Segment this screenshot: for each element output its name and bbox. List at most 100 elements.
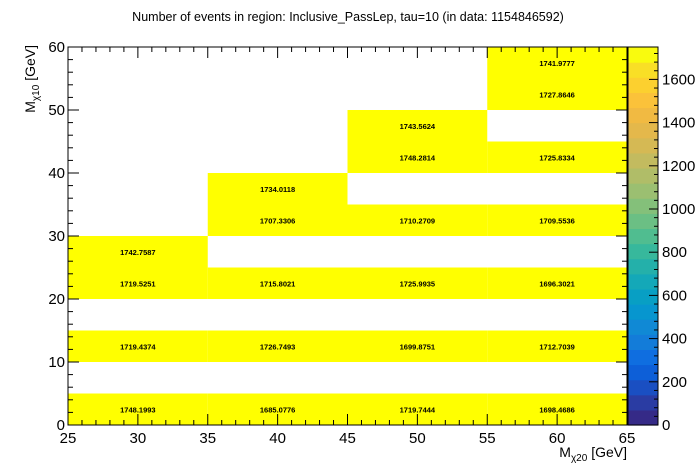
y-tick-label: 40 (48, 165, 65, 182)
y-tick-label: 10 (48, 354, 65, 371)
x-tick-label: 60 (549, 430, 566, 447)
heatmap-cell (68, 330, 208, 362)
heatmap-cell (207, 267, 348, 299)
cell-value-label: 1699.8751 (400, 342, 435, 351)
color-scale-band (628, 304, 658, 320)
cell-value-label: 1734.0118 (260, 185, 295, 194)
x-tick-label: 30 (130, 430, 147, 447)
color-scale-band (628, 137, 658, 154)
x-axis-ticks: 25 30 35 40 45 50 55 60 65 (60, 47, 636, 447)
x-tick-label: 25 (60, 430, 77, 447)
heatmap-cell (68, 236, 208, 268)
heatmap-cell-labels: 1748.1993 1685.0776 1719.7444 1698.4686 1719… (120, 59, 576, 415)
cell-value-label: 1748.1993 (120, 405, 155, 414)
color-scale-band (628, 167, 658, 184)
x-tick-label: 50 (409, 430, 426, 447)
cell-value-label: 1685.0776 (260, 405, 295, 414)
y-axis-label: Mχ10 [GeV] (22, 45, 42, 113)
y-tick-label: 20 (48, 291, 65, 308)
cell-value-label: 1743.5624 (400, 122, 436, 131)
heatmap-cell (487, 330, 627, 362)
heatmap-cell (347, 141, 488, 173)
cell-value-label: 1709.5536 (539, 216, 574, 225)
color-scale-ticks: 0 200 400 600 800 1000 1200 1400 1600 (649, 52, 695, 434)
cell-value-label: 1719.5251 (120, 279, 155, 288)
heatmap-cell (207, 204, 348, 236)
color-scale-band (628, 288, 658, 305)
y-axis-ticks: 0 10 20 30 40 50 60 (48, 39, 627, 434)
y-tick-label: 30 (48, 228, 65, 245)
x-tick-label: 65 (619, 430, 636, 447)
cell-value-label: 1710.2709 (400, 216, 435, 225)
color-scale-band (628, 334, 658, 350)
heatmap-cell (68, 267, 208, 299)
cell-value-label: 1725.8334 (539, 153, 575, 162)
cell-value-label: 1725.9935 (400, 279, 435, 288)
heatmap-cell (487, 204, 627, 236)
cell-value-label: 1696.3021 (539, 279, 574, 288)
heatmap-cell (347, 330, 488, 362)
x-tick-label: 35 (199, 430, 216, 447)
cell-value-label: 1748.2814 (400, 153, 436, 162)
color-scale-band (628, 198, 658, 214)
y-tick-label: 50 (48, 102, 65, 119)
color-scale-band (628, 122, 658, 139)
heatmap-cell (347, 204, 488, 236)
y-tick-label: 0 (57, 417, 65, 434)
color-scale-band (628, 213, 658, 230)
cell-value-label: 1707.3306 (260, 216, 295, 225)
color-scale-label: 400 (662, 331, 687, 348)
heatmap-cells (68, 47, 627, 425)
color-scale-band (628, 183, 658, 199)
heatmap-cell (487, 141, 627, 173)
color-scale-band (628, 394, 658, 411)
cell-value-label: 1741.9777 (539, 59, 574, 68)
color-scale-band (628, 349, 658, 366)
cell-value-label: 1726.7493 (260, 342, 295, 351)
heatmap-cell (487, 78, 627, 110)
heatmap-cell (487, 267, 627, 299)
cell-value-label: 1698.4686 (539, 405, 574, 414)
color-scale-band (628, 47, 658, 63)
color-scale-band (628, 92, 658, 109)
color-scale-bar (627, 46, 659, 426)
color-scale-label: 800 (662, 244, 687, 261)
color-scale-band (628, 228, 658, 245)
cell-value-label: 1742.7587 (120, 248, 155, 257)
y-tick-label: 60 (48, 39, 65, 56)
color-scale-band (628, 258, 658, 275)
color-scale-label: 0 (662, 417, 670, 434)
cell-value-label: 1715.8021 (260, 279, 295, 288)
color-scale-band (628, 62, 658, 78)
cell-value-label: 1727.8646 (539, 90, 574, 99)
x-tick-label: 40 (269, 430, 286, 447)
chart-title: Number of events in region: Inclusive_Pa… (132, 10, 564, 24)
color-scale-band (628, 152, 658, 169)
color-scale-frame (627, 46, 659, 426)
color-scale-band (628, 107, 658, 124)
color-scale-band (628, 77, 658, 93)
color-scale-band (628, 273, 658, 290)
x-axis-label: Mχ20 [GeV] (559, 444, 627, 464)
heatmap-cell (207, 173, 348, 205)
color-scale-band (628, 364, 658, 381)
color-scale-band (628, 409, 658, 426)
color-scale-band (628, 319, 658, 335)
heatmap-cell (347, 267, 488, 299)
color-scale-band (628, 379, 658, 396)
color-scale-label: 1400 (662, 115, 695, 132)
color-scale-label: 1000 (662, 201, 695, 218)
heatmap-cell (347, 110, 488, 142)
x-tick-label: 55 (479, 430, 496, 447)
color-scale-label: 1600 (662, 71, 695, 88)
cell-value-label: 1719.4374 (120, 342, 156, 351)
color-scale-label: 200 (662, 374, 687, 391)
cell-value-label: 1712.7039 (539, 342, 574, 351)
color-scale-label: 600 (662, 287, 687, 304)
cell-value-label: 1719.7444 (400, 405, 436, 414)
heatmap-cell (207, 330, 348, 362)
color-scale-band (628, 243, 658, 260)
x-tick-label: 45 (339, 430, 356, 447)
color-scale-label: 1200 (662, 158, 695, 175)
